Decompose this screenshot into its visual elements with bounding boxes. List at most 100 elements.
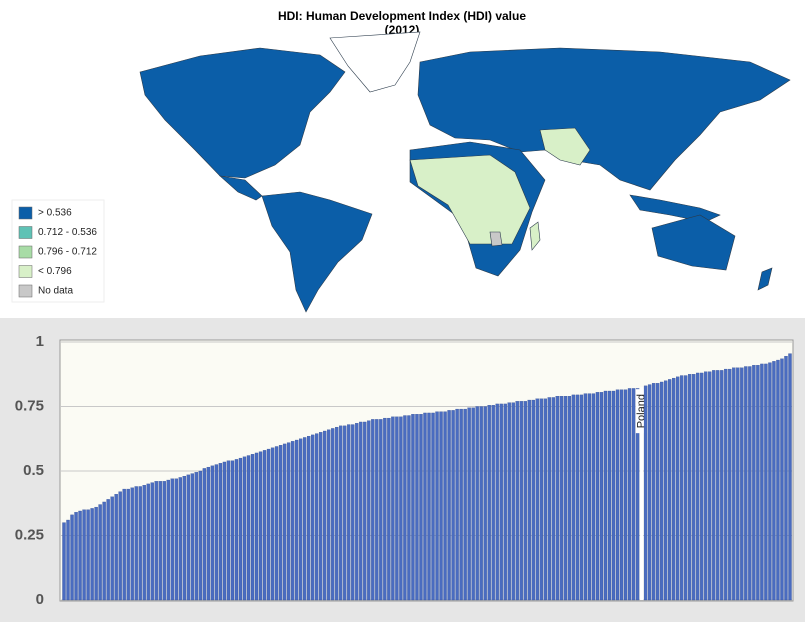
y-tick-label: 0.75: [15, 397, 44, 414]
bar: [776, 359, 780, 601]
bar: [423, 412, 427, 601]
bar: [700, 372, 704, 601]
bar: [347, 424, 351, 601]
bar: [78, 510, 82, 601]
bar: [375, 419, 379, 601]
bar: [246, 455, 251, 601]
bar: [323, 430, 327, 601]
bar: [531, 399, 535, 601]
bar: [70, 514, 74, 601]
bar: [182, 476, 187, 601]
bar: [242, 456, 247, 601]
bar: [371, 419, 375, 601]
bar: [379, 419, 383, 601]
bar: [230, 460, 235, 601]
legend-label: No data: [38, 286, 73, 297]
bar: [772, 361, 776, 601]
bar: [190, 473, 195, 601]
bar: [631, 388, 636, 601]
bar: [647, 384, 652, 601]
bar: [563, 396, 568, 601]
legend-swatch: [18, 245, 33, 259]
bar: [515, 401, 519, 601]
bar: [459, 408, 463, 601]
bar: [278, 445, 283, 601]
new-zealand: [757, 267, 773, 291]
bar: [186, 474, 191, 601]
bar: [286, 442, 291, 601]
bar: [672, 377, 676, 601]
bar: [106, 499, 110, 601]
bar: [732, 367, 736, 601]
bar: [495, 403, 499, 601]
bar: [387, 417, 391, 601]
bar: [511, 402, 515, 601]
bar: [467, 407, 471, 601]
bar: [760, 363, 764, 601]
bar: [752, 365, 756, 601]
map-title: HDI: Human Development Index (HDI) value: [278, 9, 526, 23]
y-tick-label: 0: [36, 591, 44, 608]
bar: [571, 394, 576, 601]
bar: [319, 432, 323, 601]
bar: [539, 398, 543, 601]
bar: [226, 460, 231, 601]
bar: [134, 486, 138, 601]
bar: [66, 519, 70, 601]
bar: [218, 463, 223, 601]
bar: [383, 417, 387, 601]
bar: [298, 438, 303, 601]
eurasia: [417, 47, 791, 191]
bar: [611, 390, 616, 601]
bar: [479, 406, 483, 601]
bar: [720, 370, 724, 601]
bar: [455, 408, 459, 601]
bar: [130, 487, 134, 601]
bar: [651, 383, 656, 601]
bar: [311, 434, 315, 601]
bar: [756, 365, 760, 601]
bar: [635, 388, 640, 601]
bar: [174, 478, 178, 601]
bar: [692, 374, 696, 601]
bar: [503, 403, 507, 601]
bar: [431, 412, 435, 601]
bar: [447, 410, 451, 601]
legend-label: 0.712 - 0.536: [38, 227, 97, 238]
bar: [290, 441, 295, 601]
legend-swatch: [18, 226, 33, 239]
bar: [198, 470, 203, 601]
bar: [704, 371, 708, 601]
bar: [170, 478, 174, 601]
bar: [579, 394, 584, 601]
bar: [122, 488, 126, 601]
bar: [623, 389, 628, 601]
bar: [487, 405, 491, 601]
bar: [655, 383, 660, 601]
legend-label: > 0.536: [38, 208, 72, 219]
bar: [591, 393, 596, 601]
bar: [90, 508, 94, 601]
y-tick-label: 0.5: [23, 462, 44, 479]
bar: [784, 356, 788, 601]
bar: [696, 372, 700, 601]
bar: [86, 509, 90, 601]
bar: [331, 428, 335, 601]
bar: [567, 396, 572, 601]
bar: [391, 416, 395, 601]
bar: [527, 399, 531, 601]
bar: [138, 486, 142, 601]
bar: [519, 401, 523, 601]
bar: [712, 370, 716, 601]
central-america: [219, 175, 263, 201]
bar: [266, 448, 271, 601]
bar: [399, 416, 403, 601]
bar: [599, 392, 604, 601]
bar: [595, 392, 600, 601]
bar: [768, 362, 772, 601]
bar: [194, 472, 199, 601]
southeast-asia: [629, 194, 721, 223]
bar: [748, 366, 752, 601]
bar: [307, 436, 311, 601]
